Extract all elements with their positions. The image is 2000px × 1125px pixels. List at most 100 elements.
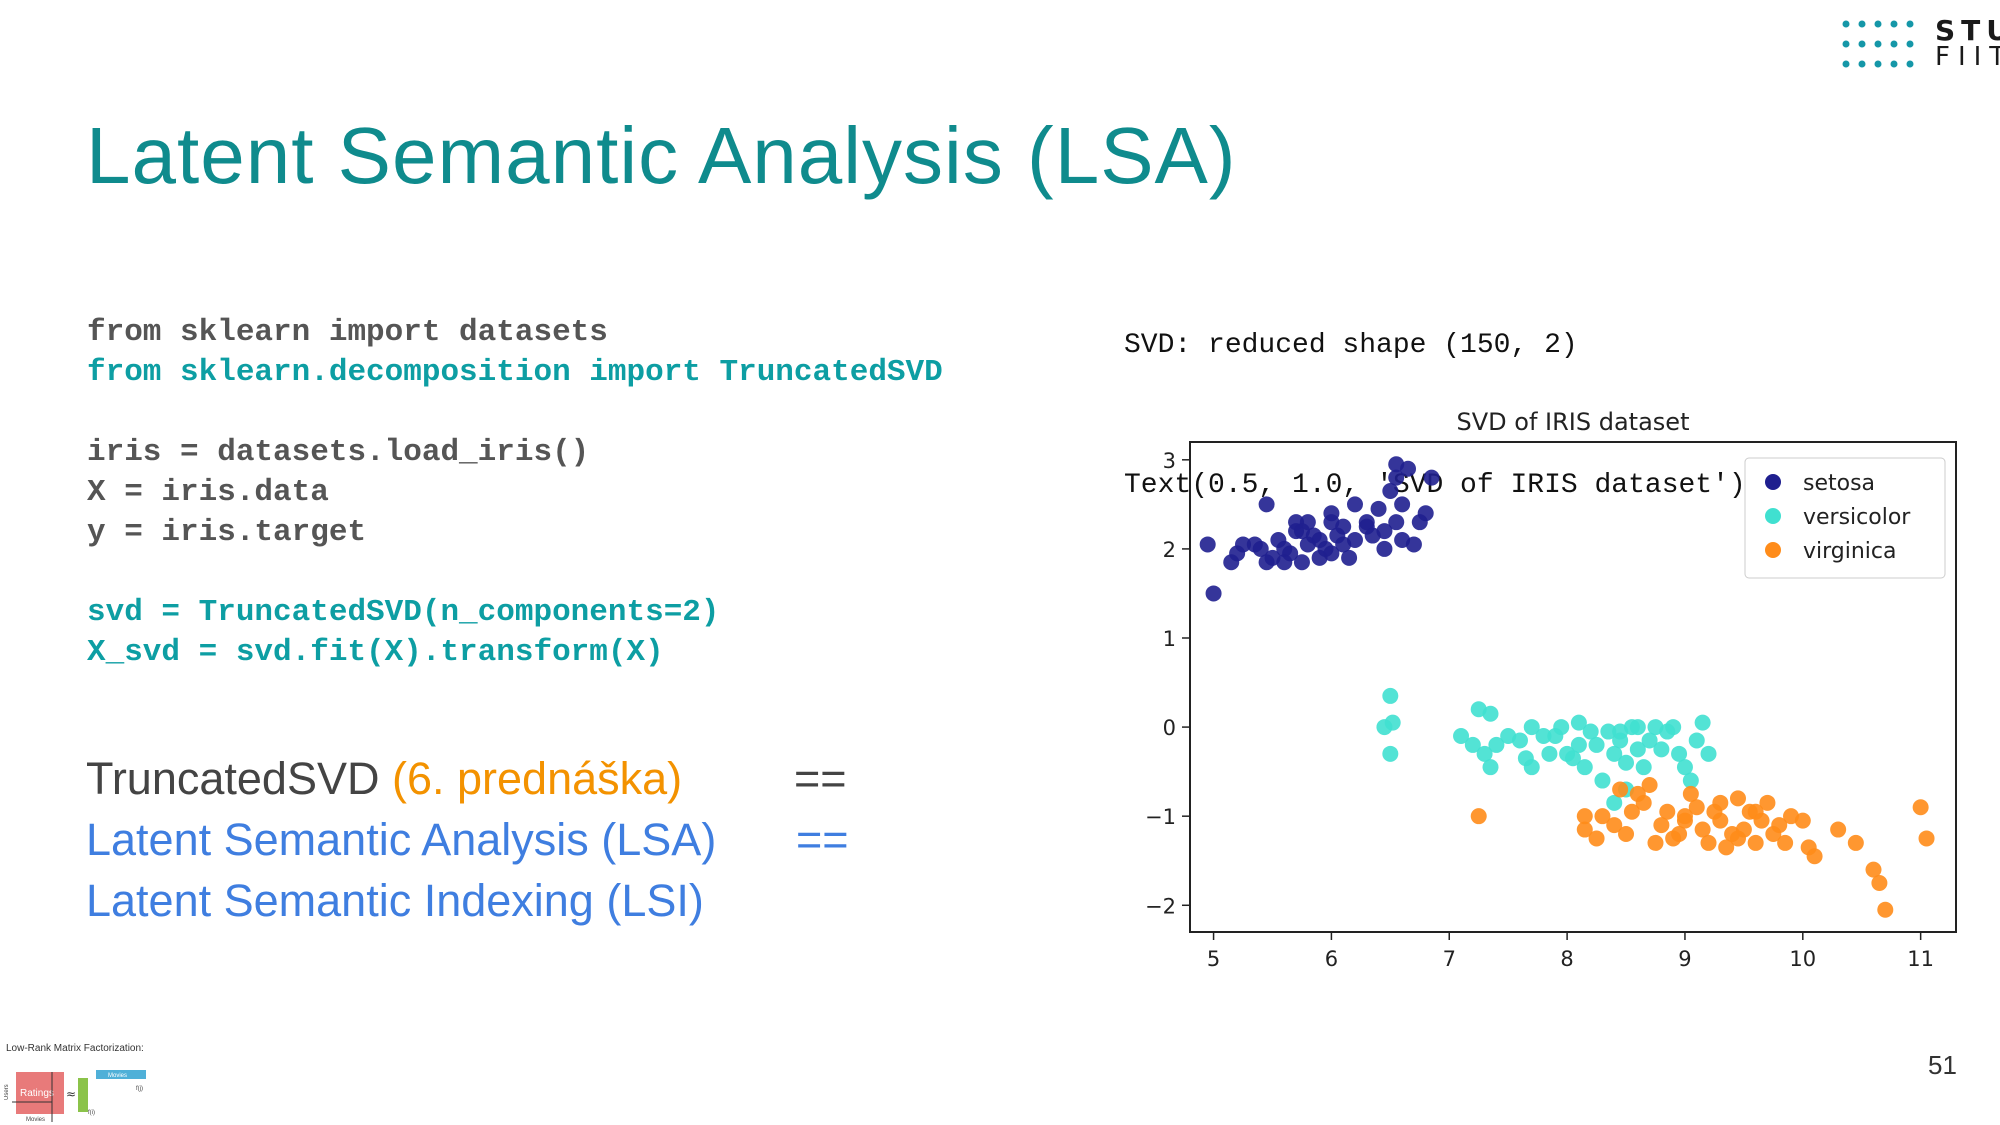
virginica-point — [1806, 848, 1823, 865]
virginica-point — [1718, 839, 1735, 856]
setosa-point — [1335, 536, 1352, 553]
setosa-point — [1341, 549, 1358, 566]
virginica-point — [1847, 834, 1864, 851]
virginica-point — [1647, 834, 1664, 851]
legend-marker-setosa — [1765, 474, 1781, 490]
versicolor-point — [1476, 745, 1493, 762]
virginica-point — [1653, 817, 1670, 834]
virginica-point — [1794, 812, 1811, 829]
versicolor-point — [1682, 772, 1699, 789]
virginica-point — [1712, 794, 1729, 811]
approx-sign: ≈ — [66, 1087, 76, 1101]
versicolor-point — [1482, 705, 1499, 722]
setosa-point — [1258, 496, 1275, 513]
versicolor-point — [1570, 736, 1587, 753]
x-tick-label: 10 — [1789, 947, 1816, 971]
virginica-point — [1759, 794, 1776, 811]
setosa-point — [1376, 523, 1393, 540]
versicolor-point — [1523, 759, 1540, 776]
legend-label-virginica: virginica — [1803, 539, 1897, 564]
versicolor-point — [1606, 794, 1623, 811]
y-tick-label: −2 — [1145, 894, 1176, 918]
virginica-point — [1576, 808, 1593, 825]
code-line: iris = datasets.load_iris() — [87, 435, 590, 470]
versicolor-point — [1700, 745, 1717, 762]
setosa-point — [1376, 540, 1393, 557]
setosa-point — [1335, 518, 1352, 535]
versicolor-point — [1500, 728, 1517, 744]
movie-factor-func: f(j) — [136, 1086, 143, 1092]
setosa-point — [1323, 545, 1340, 562]
versicolor-point — [1523, 719, 1540, 736]
ratings-matrix — [16, 1072, 64, 1114]
y-tick-label: −1 — [1145, 805, 1176, 829]
chart-title: SVD of IRIS dataset — [1457, 408, 1690, 436]
setosa-point — [1388, 469, 1405, 486]
virginica-point — [1771, 817, 1788, 834]
ratings-label: Ratings — [20, 1088, 54, 1099]
y-tick-label: 2 — [1163, 538, 1176, 562]
setosa-point — [1323, 505, 1340, 522]
versicolor-point — [1629, 741, 1646, 758]
versicolor-point — [1618, 754, 1635, 771]
versicolor-point — [1582, 723, 1599, 740]
legend-marker-versicolor — [1765, 508, 1781, 524]
virginica-point — [1588, 830, 1605, 847]
logo-text: STU FIIT — [1935, 17, 2000, 71]
versicolor-point — [1553, 719, 1570, 736]
versicolor-point — [1565, 750, 1581, 767]
virginica-point — [1747, 834, 1764, 851]
movies-factor-label: Movies — [108, 1073, 127, 1079]
lecture-reference: (6. prednáška) — [391, 753, 683, 804]
versicolor-point — [1570, 714, 1587, 731]
setosa-point — [1199, 536, 1216, 553]
setosa-point — [1258, 554, 1275, 571]
code-block: from sklearn import datasets from sklearn… — [87, 313, 943, 673]
virginica-point — [1671, 826, 1688, 842]
setosa-point — [1417, 505, 1434, 522]
y-tick-label: 0 — [1163, 716, 1176, 740]
versicolor-point — [1641, 732, 1658, 749]
setosa-point — [1358, 518, 1375, 535]
setosa-point — [1405, 536, 1422, 553]
virginica-point — [1682, 785, 1699, 802]
setosa-point — [1235, 536, 1252, 553]
x-tick-label: 11 — [1907, 947, 1934, 971]
thumbnail-caption: Low-Rank Matrix Factorization: — [6, 1043, 144, 1054]
x-tick-label: 8 — [1560, 947, 1573, 971]
setosa-point — [1293, 554, 1310, 571]
versicolor-point — [1382, 745, 1399, 762]
versicolor-point — [1688, 732, 1705, 749]
setosa-point — [1400, 460, 1417, 477]
legend-label-setosa: setosa — [1803, 471, 1875, 496]
setosa-point — [1346, 496, 1363, 513]
virginica-point — [1700, 834, 1717, 851]
setosa-point — [1223, 554, 1240, 571]
equivalence-line-2: Latent Semantic Analysis (LSA) == — [86, 809, 849, 870]
setosa-point — [1423, 469, 1440, 486]
code-line: svd = TruncatedSVD(n_components=2) — [87, 595, 720, 630]
virginica-point — [1688, 799, 1705, 816]
setosa-point — [1382, 483, 1399, 499]
setosa-point — [1276, 554, 1293, 571]
versicolor-point — [1694, 714, 1711, 731]
equivalence-line-1: TruncatedSVD (6. prednáška) == — [86, 748, 847, 809]
setosa-point — [1388, 514, 1405, 531]
virginica-point — [1676, 808, 1693, 825]
movies-axis-label: Movies — [26, 1117, 45, 1122]
movie-factor-matrix — [96, 1070, 146, 1079]
versicolor-point — [1576, 759, 1593, 776]
versicolor-point — [1594, 772, 1611, 789]
slide-title: Latent Semantic Analysis (LSA) — [86, 111, 1237, 200]
virginica-point — [1777, 834, 1794, 851]
equivalence-line-3: Latent Semantic Indexing (LSI) — [86, 870, 716, 931]
versicolor-point — [1382, 687, 1399, 704]
legend-marker-virginica — [1765, 542, 1781, 558]
user-factor-matrix — [78, 1078, 88, 1112]
y-tick-label: 1 — [1163, 627, 1176, 651]
virginica-point — [1606, 817, 1623, 834]
virginica-point — [1659, 803, 1676, 820]
versicolor-point — [1600, 723, 1617, 740]
virginica-point — [1594, 808, 1611, 825]
